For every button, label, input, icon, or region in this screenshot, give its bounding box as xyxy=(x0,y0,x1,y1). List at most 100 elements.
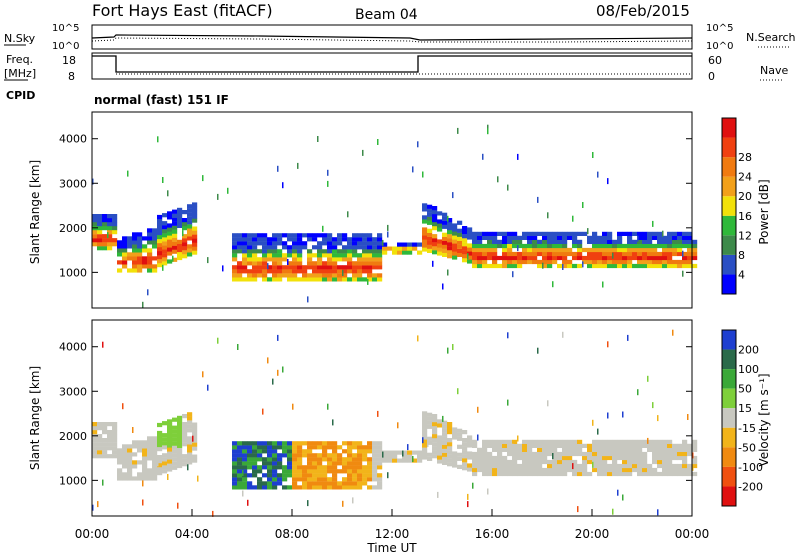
velocity-scatter-19 xyxy=(97,501,99,508)
velocity-cell-1041 xyxy=(672,451,678,457)
power-cell-790 xyxy=(542,255,548,261)
nave-tick-bottom: 0 xyxy=(708,70,715,83)
power-cell-909 xyxy=(612,263,618,269)
velocity-cell-626 xyxy=(442,448,448,453)
velocity-cell-154 xyxy=(172,457,178,462)
velocity-cell-498 xyxy=(357,481,363,486)
velocity-cell-364 xyxy=(292,441,298,446)
power-cell-588 xyxy=(432,250,438,255)
velocity-cell-369 xyxy=(297,469,303,474)
velocity-cell-789 xyxy=(532,459,538,465)
velocity-cell-256 xyxy=(247,481,253,486)
velocity-cell-822 xyxy=(552,467,558,473)
power-cell-24 xyxy=(102,218,108,223)
nsky-label: N.Sky xyxy=(4,32,36,45)
velocity-cell-885 xyxy=(587,447,593,452)
velocity-cell-862 xyxy=(572,447,578,452)
power-cell-811 xyxy=(552,247,558,253)
xtick-label-6: 00:00 xyxy=(675,527,710,541)
velocity-cell-405 xyxy=(312,461,318,466)
power-cell-740 xyxy=(512,259,518,265)
power-cell-207 xyxy=(192,202,198,207)
velocity-cell-1052 xyxy=(682,471,688,477)
velocity-cell-362 xyxy=(292,449,298,454)
power-cell-397 xyxy=(317,261,323,266)
figure-title: Fort Hays East (fitACF) xyxy=(92,1,273,20)
power-cell-361 xyxy=(297,249,303,254)
power-cell-30 xyxy=(107,230,113,235)
velocity-cell-330 xyxy=(277,441,283,446)
velocity-cell-842 xyxy=(562,459,568,465)
power-cell-567 xyxy=(422,243,428,248)
power-cell-1052 xyxy=(692,239,698,244)
power-cell-248 xyxy=(247,261,253,266)
power-cell-840 xyxy=(567,231,573,236)
velocity-cell-426 xyxy=(322,465,328,470)
velocity-cell-368 xyxy=(297,473,303,478)
velocity-cell-636 xyxy=(447,458,453,463)
velocity-cell-887 xyxy=(592,467,598,473)
velocity-cell-8 xyxy=(92,422,98,427)
power-cell-510 xyxy=(367,265,373,270)
velocity-colorbar-tick-0: 200 xyxy=(738,344,759,357)
velocity-cell-557 xyxy=(387,450,393,455)
power-cell-340 xyxy=(287,237,293,242)
velocity-cell-291 xyxy=(262,457,268,462)
velocity-cell-668 xyxy=(462,442,468,447)
velocity-cell-263 xyxy=(247,445,253,450)
power-cell-107 xyxy=(152,236,158,241)
velocity-cell-14 xyxy=(97,442,103,447)
power-cell-987 xyxy=(657,259,663,265)
velocity-cell-894 xyxy=(592,439,598,444)
velocity-cell-941 xyxy=(617,447,623,452)
velocity-cell-819 xyxy=(547,439,553,444)
velocity-cell-979 xyxy=(637,451,643,457)
power-cell-701 xyxy=(487,235,493,240)
power-cell-356 xyxy=(297,269,303,274)
power-cell-877 xyxy=(592,235,598,240)
velocity-cell-698 xyxy=(482,467,488,473)
velocity-cell-816 xyxy=(547,451,553,457)
power-cell-1030 xyxy=(682,255,688,261)
power-cell-268 xyxy=(257,273,263,278)
power-cell-468 xyxy=(347,249,353,254)
velocity-cell-1072 xyxy=(692,447,698,452)
velocity-cell-30 xyxy=(107,454,113,459)
velocity-scatter-748 xyxy=(507,332,509,339)
power-cell-295 xyxy=(267,245,273,250)
velocity-cell-57 xyxy=(122,456,128,461)
velocity-cell-431 xyxy=(322,441,328,446)
power-cell-3 xyxy=(92,230,98,235)
velocity-cell-596 xyxy=(427,436,433,441)
velocity-cell-242 xyxy=(242,481,248,486)
velocity-cell-597 xyxy=(427,424,433,429)
velocity-cell-343 xyxy=(287,485,293,490)
velocity-colorbar-swatch-0 xyxy=(722,330,736,350)
velocity-cell-652 xyxy=(452,427,458,432)
velocity-scatter-895 xyxy=(592,461,594,468)
power-cell-491 xyxy=(357,245,363,250)
velocity-cell-70 xyxy=(127,444,133,449)
velocity-cell-854 xyxy=(567,447,573,452)
velocity-cell-909 xyxy=(602,463,608,469)
power-cell-1013 xyxy=(672,259,678,265)
velocity-cell-610 xyxy=(432,422,438,427)
velocity-cell-357 xyxy=(292,469,298,474)
power-colorbar-swatch-3 xyxy=(722,215,736,236)
velocity-cell-647 xyxy=(452,459,458,464)
power-cell-440 xyxy=(332,237,338,242)
power-cell-368 xyxy=(302,273,308,278)
power-cell-535 xyxy=(377,253,383,258)
power-cell-793 xyxy=(542,243,548,249)
power-cell-550 xyxy=(392,246,398,251)
velocity-cell-269 xyxy=(252,465,258,470)
power-cell-335 xyxy=(287,265,293,270)
velocity-cell-690 xyxy=(477,463,483,469)
power-cell-372 xyxy=(302,241,308,246)
power-cell-234 xyxy=(242,277,248,282)
velocity-cell-779 xyxy=(527,463,533,469)
velocity-cell-807 xyxy=(542,455,548,461)
power-panel-frame xyxy=(91,111,693,309)
power-cell-579 xyxy=(427,240,433,245)
velocity-ytick-label-0: 1000 xyxy=(59,474,87,487)
